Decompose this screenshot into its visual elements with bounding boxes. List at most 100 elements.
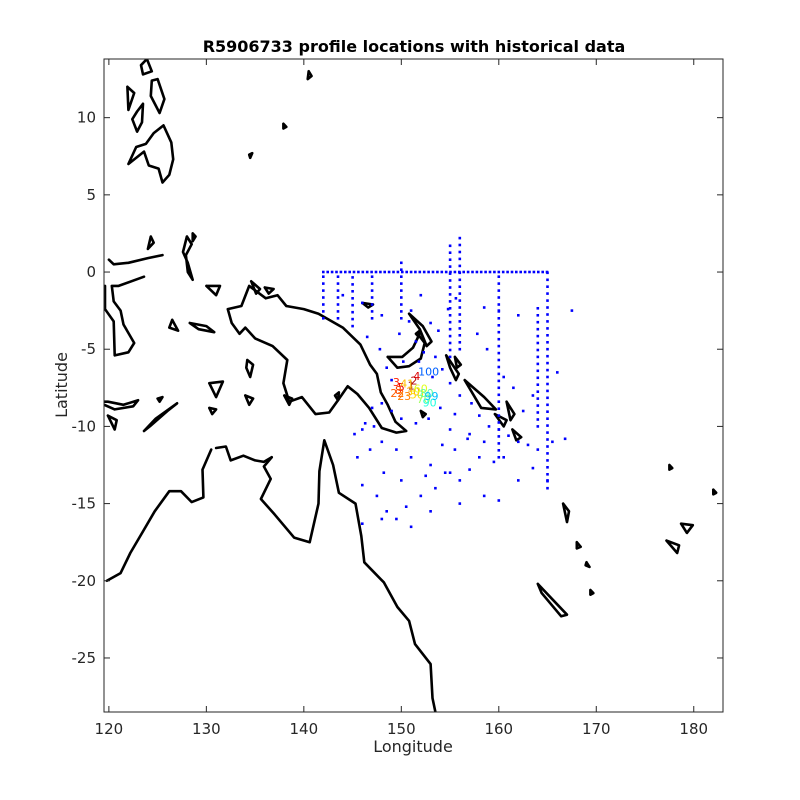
historical-point <box>351 290 354 293</box>
historical-point <box>468 468 471 471</box>
coastline <box>259 439 437 712</box>
historical-point <box>409 525 413 529</box>
historical-point <box>546 368 549 372</box>
historical-point <box>414 270 417 274</box>
historical-point <box>409 309 413 312</box>
historical-point <box>370 310 374 313</box>
historical-point <box>497 499 501 502</box>
historical-point <box>380 314 384 317</box>
historical-point <box>336 275 340 278</box>
historical-point <box>536 411 540 414</box>
historical-point <box>379 270 382 274</box>
historical-point <box>497 330 501 334</box>
historical-point <box>497 414 501 417</box>
historical-point <box>409 456 413 459</box>
float-profile-label: 1 <box>408 379 415 392</box>
float-profile-label: 60 <box>414 382 428 395</box>
coastline <box>665 539 681 555</box>
historical-point <box>400 310 403 313</box>
historical-point <box>536 362 540 366</box>
historical-point <box>453 448 457 451</box>
coastline <box>208 380 225 399</box>
historical-point <box>365 335 369 339</box>
y-tick-label: -15 <box>72 495 97 513</box>
historical-point <box>353 432 356 436</box>
historical-point <box>536 448 540 451</box>
historical-point <box>448 334 452 338</box>
historical-point <box>370 275 374 278</box>
historical-point <box>458 394 462 397</box>
historical-point <box>414 340 418 343</box>
historical-point <box>448 244 452 248</box>
float-profile-label: 80 <box>420 387 434 400</box>
coastline <box>156 395 164 403</box>
historical-point <box>370 270 373 274</box>
historical-point <box>322 303 325 306</box>
historical-point <box>488 270 492 274</box>
historical-point <box>448 286 452 289</box>
historical-point <box>497 393 501 397</box>
historical-point <box>339 270 343 274</box>
historical-point <box>546 341 549 344</box>
historical-point <box>546 396 549 400</box>
historical-point <box>382 471 386 474</box>
historical-point <box>536 397 540 400</box>
historical-point <box>531 394 535 397</box>
historical-point <box>448 265 452 268</box>
historical-point <box>493 270 496 274</box>
historical-point <box>458 341 462 344</box>
historical-point <box>326 270 329 274</box>
historical-point <box>546 354 549 358</box>
historical-point <box>322 282 325 285</box>
historical-point <box>400 296 403 299</box>
historical-point <box>448 428 452 431</box>
historical-point <box>448 341 452 345</box>
historical-point <box>497 442 501 445</box>
historical-point <box>352 270 356 274</box>
historical-point <box>431 270 435 274</box>
historical-point <box>485 347 489 351</box>
historical-point <box>429 510 432 513</box>
historical-point <box>546 347 549 351</box>
historical-point <box>458 243 462 247</box>
historical-point <box>497 289 501 292</box>
historical-point <box>363 422 367 425</box>
historical-point <box>517 440 520 444</box>
historical-point <box>546 438 549 441</box>
historical-point <box>521 409 525 413</box>
historical-point <box>502 456 505 459</box>
historical-point <box>448 293 452 296</box>
historical-point <box>536 355 540 359</box>
historical-point <box>545 270 549 274</box>
axes-box <box>103 58 724 713</box>
historical-point <box>446 307 450 311</box>
historical-point <box>453 270 457 274</box>
coastline <box>407 312 433 348</box>
historical-point <box>392 270 395 274</box>
historical-point <box>458 285 462 288</box>
historical-point <box>437 329 440 332</box>
historical-point <box>375 494 379 498</box>
y-tick-label: -10 <box>72 417 97 435</box>
historical-point <box>458 299 462 302</box>
historical-point <box>424 474 427 478</box>
historical-point <box>322 270 325 274</box>
historical-point <box>546 431 549 434</box>
coastline <box>131 102 145 133</box>
historical-point <box>429 321 432 325</box>
coastline <box>419 409 427 419</box>
historical-point <box>454 297 458 300</box>
historical-point <box>462 270 465 274</box>
historical-point <box>546 382 549 386</box>
historical-point <box>497 317 501 320</box>
historical-point <box>322 296 325 299</box>
historical-point <box>476 332 479 336</box>
historical-point <box>497 379 501 383</box>
historical-point <box>458 278 462 282</box>
historical-point <box>458 236 462 240</box>
historical-point <box>546 479 549 482</box>
coastline <box>361 301 375 309</box>
coastline <box>712 488 718 496</box>
float-profile-label: 8 <box>395 384 402 397</box>
